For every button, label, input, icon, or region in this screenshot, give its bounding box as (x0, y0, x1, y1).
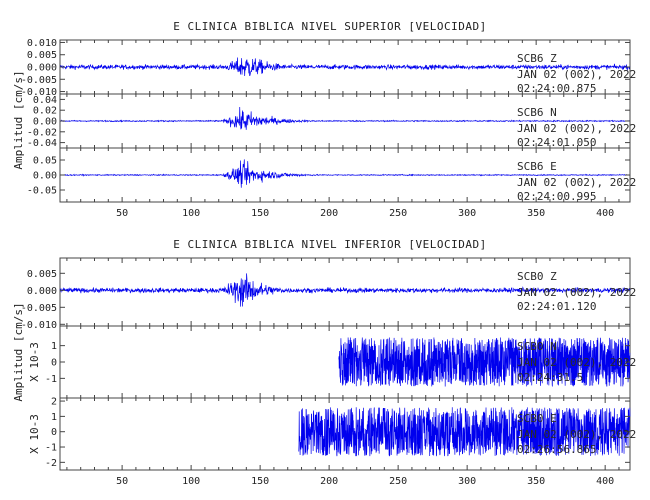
y-tick-label: 0.000 (27, 63, 57, 74)
x-tick-label: 350 (527, 476, 545, 487)
date-label: JAN 02 (002), 2022 (517, 356, 636, 369)
time-label: 02:24:00.995 (517, 190, 596, 203)
date-label: JAN 02 (002), 2022 (517, 122, 636, 135)
y-tick-label: 0 (51, 358, 57, 369)
y-axis-label: Amplitud [cm/s] (12, 70, 25, 169)
y-ticks: 1 0 -1 (45, 326, 630, 398)
y-tick-label: -0.005 (21, 75, 57, 86)
station-label: SCB0 N (517, 340, 557, 353)
x-tick-label: 100 (182, 476, 200, 487)
trace (338, 337, 631, 387)
trace-line (298, 407, 631, 457)
trace (59, 159, 631, 188)
y-tick-label: 0.005 (27, 269, 57, 280)
x-tick-label: 100 (182, 208, 200, 219)
y-tick-label: 0.00 (33, 117, 57, 128)
chart-title: E CLINICA BIBLICA NIVEL SUPERIOR [VELOCI… (173, 20, 486, 33)
chart-title: E CLINICA BIBLICA NIVEL INFERIOR [VELOCI… (173, 238, 486, 251)
x-tick-label: 300 (458, 208, 476, 219)
station-label: SCB6 Z (517, 52, 557, 65)
trace-line (59, 159, 631, 188)
trace-panel-scb0-e: 2 1 0 -1 -2 X 10-3 SCB0 E JAN 02 (002), 2022… (28, 397, 636, 471)
x-tick-label: 200 (320, 476, 338, 487)
y-tick-label: -0.005 (21, 303, 57, 314)
x-axis-ticks: 50 100 150 200 250 300 350 400 (116, 208, 614, 219)
y-tick-label: 0.02 (33, 106, 57, 117)
trace-panel-scb6-e: 0.050.00-0.05 SCB6 E JAN 02 (002), 2022 … (27, 147, 636, 203)
y-tick-label: 0.05 (33, 156, 57, 167)
y-tick-label: 1 (51, 341, 57, 352)
y-tick-label: -1 (45, 443, 57, 454)
trace-line (59, 57, 631, 77)
y-tick-label: 1 (51, 412, 57, 423)
y-ticks: 2 1 0 -1 -2 (45, 397, 630, 470)
y-tick-label: 0.04 (33, 95, 57, 106)
trace (298, 407, 631, 457)
time-label: 02:24:01.050 (517, 136, 596, 149)
date-label: JAN 02 (002), 2022 (517, 68, 636, 81)
x-axis-ticks: 50 100 150 200 250 300 350 400 (116, 476, 614, 487)
x-tick-label: 300 (458, 476, 476, 487)
x-tick-label: 200 (320, 208, 338, 219)
date-label: JAN 02 (002), 2022 (517, 176, 636, 189)
x-tick-label: 400 (596, 476, 614, 487)
y-tick-label: -0.010 (21, 87, 57, 98)
x-tick-label: 150 (251, 476, 269, 487)
trace-panel-scb6-n: 0.040.020.00-0.02-0.04 SCB6 N JAN 02 (00… (27, 93, 636, 149)
time-label: 02:24:00.875 (517, 82, 596, 95)
station-label: SCB6 E (517, 160, 557, 173)
time-label: 02:24:31.5 (517, 371, 583, 384)
chart-superior: E CLINICA BIBLICA NIVEL SUPERIOR [VELOCI… (12, 20, 636, 219)
x-tick-label: 50 (116, 208, 128, 219)
y-ticks: 0.005 0.000 -0.005 -0.010 (21, 258, 630, 331)
y-axis-label: Amplitud [cm/s] (12, 302, 25, 401)
panel-frame (59, 397, 631, 471)
x-tick-label: 400 (596, 208, 614, 219)
y-tick-label: 0 (51, 427, 57, 438)
y-tick-label: 0.00 (33, 171, 57, 182)
date-label: JAN 02 (002), 2022 (517, 428, 636, 441)
x-tick-label: 150 (251, 208, 269, 219)
trace-line (59, 107, 631, 130)
chart-inferior: E CLINICA BIBLICA NIVEL INFERIOR [VELOCI… (12, 238, 636, 487)
trace (59, 273, 631, 307)
y-tick-label: 2 (51, 397, 57, 408)
y-tick-label: -1 (45, 374, 57, 385)
station-label: SCB0 E (517, 412, 557, 425)
scale-label: X 10-3 (28, 342, 41, 382)
y-tick-label: 0.000 (27, 286, 57, 297)
scale-label: X 10-3 (28, 414, 41, 454)
trace-line (338, 337, 631, 387)
x-tick-label: 250 (389, 208, 407, 219)
date-label: JAN 02 (002), 2022 (517, 286, 636, 299)
y-tick-label: 0.010 (27, 38, 57, 49)
y-tick-label: -0.02 (27, 127, 57, 138)
trace-line (59, 273, 631, 307)
x-tick-label: 350 (527, 208, 545, 219)
y-ticks: 0.05 0.00 -0.05 (27, 148, 630, 202)
trace-panel-scb0-n: 1 0 -1 X 10-3 SCB0 N JAN 02 (002), 2022 02… (28, 325, 636, 399)
trace (59, 57, 631, 77)
time-label: 02:26:56.865 (517, 443, 596, 456)
station-label: SCB6 N (517, 106, 557, 119)
y-tick-label: 0.005 (27, 50, 57, 61)
y-tick-label: -0.05 (27, 186, 57, 197)
trace (59, 107, 631, 130)
y-tick-label: -0.010 (21, 320, 57, 331)
y-tick-label: -2 (45, 458, 57, 469)
x-tick-label: 250 (389, 476, 407, 487)
y-tick-label: -0.04 (27, 138, 57, 149)
x-tick-label: 50 (116, 476, 128, 487)
trace-panel-scb0-z: 0.005 0.000 -0.005 -0.010 SCB0 Z JAN 02 (00… (21, 257, 636, 331)
station-label: SCB0 Z (517, 270, 557, 283)
time-label: 02:24:01.120 (517, 300, 596, 313)
